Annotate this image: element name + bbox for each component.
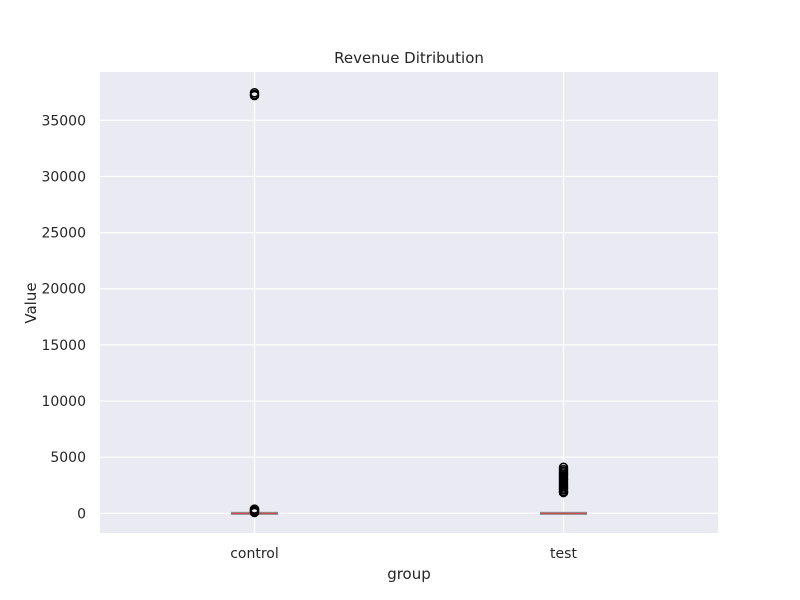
outlier-point <box>249 90 260 101</box>
y-tick-label: 5000 <box>50 450 86 466</box>
x-axis-label: group <box>387 565 431 583</box>
plot-background <box>100 72 718 533</box>
box-test <box>540 462 587 515</box>
y-tick-label: 25000 <box>41 226 86 242</box>
box-control <box>231 88 278 518</box>
outlier-point <box>558 487 569 498</box>
y-axis-label: Value <box>22 282 40 323</box>
y-tick-label: 20000 <box>41 282 86 298</box>
x-tick-label: test <box>550 546 577 562</box>
x-tick-labels: control test <box>230 546 577 562</box>
y-tick-label: 35000 <box>41 113 86 129</box>
x-gridlines <box>253 72 565 533</box>
y-tick-label: 0 <box>77 506 86 522</box>
box-plots <box>231 88 587 518</box>
outlier-point <box>249 507 260 518</box>
chart-title: Revenue Ditribution <box>334 49 484 67</box>
y-tick-label: 15000 <box>41 338 86 354</box>
y-tick-label: 30000 <box>41 169 86 185</box>
y-tick-labels: 0 5000 10000 15000 20000 25000 30000 35000 <box>41 113 86 522</box>
y-tick-label: 10000 <box>41 394 86 410</box>
y-gridlines <box>100 119 718 514</box>
x-tick-label: control <box>230 546 279 562</box>
